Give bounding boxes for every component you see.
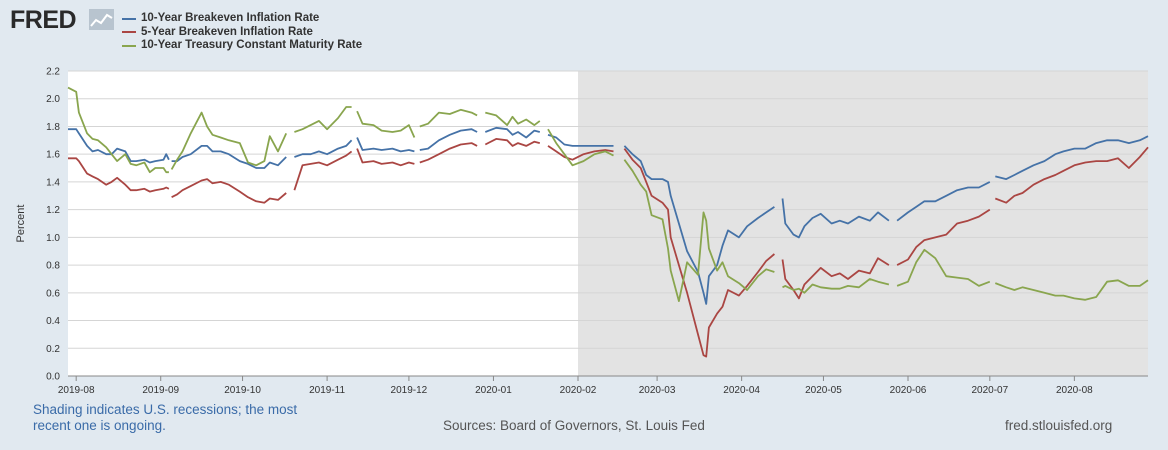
series-0-line-segment-9 xyxy=(896,181,991,222)
series-2-line-segment-6 xyxy=(547,128,614,167)
series-0-line-segment-0 xyxy=(68,128,170,164)
site-link[interactable]: fred.stlouisfed.org xyxy=(1005,418,1113,433)
y-tick-label-11: 2.2 xyxy=(46,67,60,78)
series-2-line-segment-3 xyxy=(356,110,416,138)
series-1-line-segment-8 xyxy=(781,257,890,300)
y-axis-title: Percent xyxy=(15,205,27,243)
series-2-line-segment-9 xyxy=(896,248,991,287)
series-0-line-segment-10 xyxy=(995,135,1149,181)
x-tick-label-1: 2019-09 xyxy=(142,385,179,396)
series-0-line-segment-8 xyxy=(781,198,890,239)
y-tick-label-1: 0.2 xyxy=(46,344,60,355)
x-tick-label-0: 2019-08 xyxy=(58,385,95,396)
series-0-line-segment-2 xyxy=(294,139,353,158)
x-tick-label-8: 2020-04 xyxy=(723,385,760,396)
y-tick-label-2: 0.4 xyxy=(46,316,60,327)
series-1-line-segment-10 xyxy=(994,146,1149,204)
series-1-line-segment-5 xyxy=(484,137,541,147)
x-tick-label-9: 2020-05 xyxy=(805,385,842,396)
x-tick-label-11: 2020-07 xyxy=(971,385,1008,396)
series-2-line-segment-1 xyxy=(170,111,288,170)
series-1-line-segment-7 xyxy=(623,148,775,358)
y-tick-label-5: 1.0 xyxy=(46,233,60,244)
chart-legend: 10-Year Breakeven Inflation Rate 5-Year B… xyxy=(122,12,362,53)
fred-logo-chart-icon xyxy=(89,9,114,30)
x-tick-label-2: 2019-10 xyxy=(224,385,261,396)
recession-shading-0 xyxy=(578,71,1148,376)
legend-item-1: 5-Year Breakeven Inflation Rate xyxy=(122,26,362,40)
series-2-line-segment-5 xyxy=(485,111,541,126)
series-1-line-segment-4 xyxy=(419,142,478,164)
legend-item-2: 10-Year Treasury Constant Maturity Rate xyxy=(122,39,362,53)
legend-item-0: 10-Year Breakeven Inflation Rate xyxy=(122,12,362,26)
series-2-line-segment-0 xyxy=(67,86,169,174)
series-1-line-segment-9 xyxy=(896,208,991,266)
series-1-line-segment-3 xyxy=(356,148,415,167)
y-tick-label-0: 0.0 xyxy=(46,372,60,383)
legend-label-1: 5-Year Breakeven Inflation Rate xyxy=(141,25,313,38)
legend-swatch-0 xyxy=(122,17,136,20)
x-tick-label-5: 2020-01 xyxy=(475,385,512,396)
legend-label-2: 10-Year Treasury Constant Maturity Rate xyxy=(141,39,363,51)
legend-label-0: 10-Year Breakeven Inflation Rate xyxy=(141,12,320,24)
series-0-line-segment-1 xyxy=(171,144,287,169)
series-2-line-segment-7 xyxy=(623,159,775,303)
y-tick-label-8: 1.6 xyxy=(46,150,60,161)
x-tick-label-4: 2019-12 xyxy=(391,385,428,396)
legend-swatch-1 xyxy=(122,31,136,34)
series-0-line-segment-3 xyxy=(356,137,415,153)
series-0-line-segment-5 xyxy=(484,126,541,139)
series-2-line-segment-10 xyxy=(994,279,1149,301)
x-tick-label-3: 2019-11 xyxy=(309,385,345,396)
series-1-line-segment-6 xyxy=(547,145,614,161)
x-tick-label-10: 2020-06 xyxy=(890,385,927,396)
series-2-line-segment-8 xyxy=(782,278,890,294)
x-tick-label-7: 2020-03 xyxy=(639,385,676,396)
legend-swatch-2 xyxy=(122,44,136,47)
series-0-line-segment-6 xyxy=(547,133,614,147)
y-tick-label-4: 0.8 xyxy=(46,261,60,272)
x-tick-label-12: 2020-08 xyxy=(1056,385,1093,396)
series-1-line-segment-1 xyxy=(171,178,287,204)
y-tick-label-6: 1.2 xyxy=(46,205,60,216)
y-tick-label-10: 2.0 xyxy=(46,94,60,105)
x-tick-label-6: 2020-02 xyxy=(560,385,597,396)
series-0-line-segment-4 xyxy=(419,128,478,151)
fred-logo[interactable]: FRED xyxy=(10,6,77,34)
y-tick-label-7: 1.4 xyxy=(46,177,60,188)
series-2-line-segment-2 xyxy=(294,106,352,133)
series-0-line-segment-7 xyxy=(623,145,775,305)
series-2-line-segment-4 xyxy=(419,108,478,128)
recession-shading-note: Shading indicates U.S. recessions; the m… xyxy=(33,402,298,433)
series-1-line-segment-0 xyxy=(68,157,170,193)
y-tick-label-9: 1.8 xyxy=(46,122,60,133)
source-note: Sources: Board of Governors, St. Louis F… xyxy=(443,418,705,433)
series-1-line-segment-2 xyxy=(293,150,353,191)
y-tick-label-3: 0.6 xyxy=(46,288,60,299)
